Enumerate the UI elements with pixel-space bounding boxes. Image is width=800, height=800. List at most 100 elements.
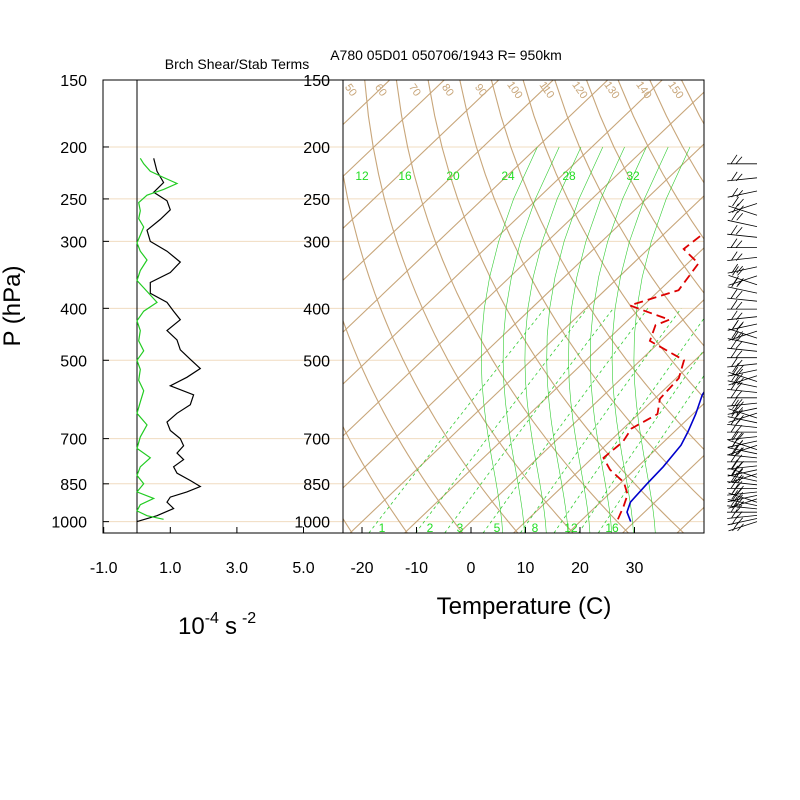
wind-barb [728, 203, 758, 214]
moist-adiabat-line [502, 146, 560, 533]
mixing-ratio-line [368, 308, 546, 533]
mixing-ratio-bottom-label: 3 [457, 521, 464, 535]
wind-barb [728, 275, 758, 286]
mixing-ratio-top-label: 16 [398, 169, 412, 183]
moist-adiabat-line [524, 146, 582, 533]
right-ytick-400: 400 [303, 301, 330, 318]
mixing-ratio-line [597, 374, 704, 533]
adiabat-label: 60 [372, 82, 389, 99]
right-y-tick-labels: 150 200 250 300 400 500 700 850 1000 [294, 73, 330, 532]
dry-adiabat-line [777, 80, 800, 533]
wind-barb [727, 509, 758, 519]
left-xtick--1.0: -1.0 [90, 560, 118, 577]
adiabat-label: 100 [504, 79, 524, 101]
skewt-background [0, 80, 800, 533]
mixing-ratio-line [444, 308, 614, 533]
mixing-ratio-top-label: 24 [501, 169, 515, 183]
y-axis-label: P (hPa) [0, 266, 26, 347]
mixing-ratio-bottom-label: 16 [605, 521, 619, 535]
dry-adiabat-line [459, 80, 704, 502]
right-ytick-250: 250 [303, 192, 330, 209]
mixing-ratio-top-label: 20 [446, 169, 460, 183]
left-ytick-500: 500 [60, 353, 87, 370]
left-ytick-1000: 1000 [51, 515, 87, 532]
isotherm-line [349, 195, 704, 533]
isotherm-line [622, 454, 704, 533]
left-xtick-1.0: 1.0 [159, 560, 181, 577]
wind-barb [727, 338, 758, 352]
right-ytick-850: 850 [303, 477, 330, 494]
wind-barb [727, 396, 758, 407]
isotherm-line [343, 80, 500, 230]
dry-adiabat-line [427, 80, 684, 533]
isotherm-line [343, 80, 663, 385]
left-ytick-700: 700 [60, 432, 87, 449]
wind-barb [728, 412, 758, 423]
wind-barb [727, 405, 758, 415]
isotherm-line [343, 80, 554, 281]
adiabat-label: 90 [472, 82, 489, 99]
wind-barb [727, 187, 758, 198]
isotherm-line [343, 80, 445, 178]
wind-barb [728, 399, 758, 419]
wind-barbs [727, 154, 758, 532]
wind-barb [727, 371, 758, 388]
dry-adiabat-line [745, 80, 800, 533]
wind-barb [727, 288, 758, 302]
thermo-background-lines [0, 80, 800, 533]
left-ytick-300: 300 [60, 234, 87, 251]
dry-adiabat-line [522, 80, 704, 399]
wind-barb [727, 224, 758, 238]
dry-adiabat-line [395, 80, 629, 533]
temp-tick-30: 30 [626, 560, 644, 577]
wind-barb [727, 251, 758, 261]
shear-stability-panel: -1.0 1.0 3.0 5.0 150 200 250 300 400 500 700 850 10… [0, 56, 344, 640]
mixing-ratio-line [520, 308, 682, 533]
isotherm-line [404, 247, 704, 533]
temperature-axis-label: Temperature (C) [437, 593, 612, 620]
wind-barb [728, 445, 758, 455]
temp-tick--10: -10 [405, 560, 428, 577]
left-xtick-5.0: 5.0 [292, 560, 314, 577]
wind-barb [727, 299, 757, 310]
wind-barb [728, 196, 758, 216]
isotherm-line [0, 80, 281, 533]
moist-adiabat-line [589, 146, 647, 533]
dry-adiabat-line [201, 80, 297, 533]
dry-adiabat-line [343, 319, 464, 533]
left-y-tick-labels: 150 200 250 300 400 500 700 850 1000 [51, 73, 109, 532]
right-ytick-500: 500 [303, 353, 330, 370]
adiabat-label: 120 [569, 79, 589, 101]
left-x-axis-label: 10-4 s -2 [178, 610, 256, 640]
wind-barb [727, 357, 758, 368]
wind-barb [727, 263, 758, 274]
mixing-ratio-line [482, 308, 649, 533]
mixing-ratio-top-label: 32 [626, 169, 640, 183]
moist-adiabat-line [568, 146, 625, 533]
wind-barb [727, 211, 758, 227]
dry-adiabat-line [343, 517, 353, 533]
left-ytick-400: 400 [60, 301, 87, 318]
adiabat-label: 50 [342, 82, 359, 99]
dry-adiabat-line [343, 170, 519, 533]
left-x-tick-labels: -1.0 1.0 3.0 5.0 [90, 527, 315, 577]
left-x-axis-unit: s [225, 613, 237, 640]
moist-adiabat-line [633, 146, 691, 533]
wind-barb [728, 266, 758, 286]
temp-tick-10: 10 [517, 560, 535, 577]
wind-barb [727, 154, 757, 165]
moist-adiabat-line [546, 146, 604, 533]
moist-adiabat-line [480, 146, 538, 533]
mixing-ratio-bottom-label: 12 [564, 521, 578, 535]
mixing-ratio-line [553, 317, 704, 533]
mixing-ratio-bottom-label: 8 [532, 521, 539, 535]
dry-adiabat-line [364, 80, 574, 533]
left-ytick-200: 200 [60, 140, 87, 157]
left-xtick-3.0: 3.0 [226, 560, 248, 577]
wind-barb [727, 502, 757, 513]
skewt-title: A780 05D01 050706/1943 R= 950km [330, 47, 562, 63]
right-ytick-150: 150 [303, 73, 330, 90]
isotherm-line [458, 298, 704, 533]
